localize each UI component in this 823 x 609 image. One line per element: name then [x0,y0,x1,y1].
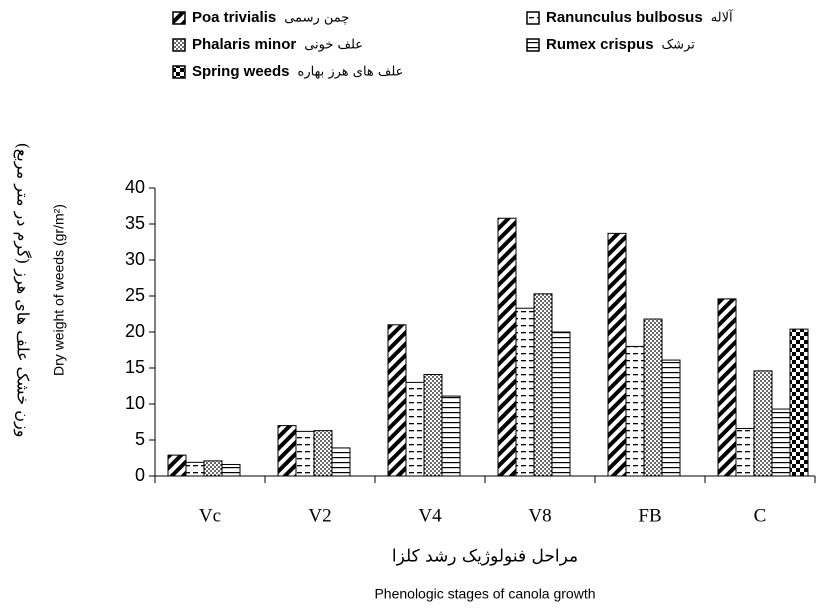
x-axis-label-fa: مراحل فنولوژیک رشد کلزا [392,547,578,567]
legend-label-fa: علف های هرز بهاره [298,65,404,80]
x-tick-label: FB [638,505,661,526]
bar [607,232,627,477]
bar [277,425,297,477]
bar [735,427,755,477]
bar [405,381,425,477]
legend-label-fa: علف خونی [304,38,363,53]
bar [441,395,461,477]
y-tick-label: 5 [135,429,145,449]
x-tick-label: C [754,505,767,526]
bar [295,430,315,477]
legend-swatch [526,11,540,25]
legend-label-fa: چمن رسمی [284,11,349,26]
legend-label: Poa trivialis [192,9,276,26]
bar [533,293,553,477]
legend-label-fa: ترشک [662,38,696,53]
bar [387,324,407,477]
legend-label: Ranunculus bulbosus [546,9,703,26]
bar [423,373,443,477]
legend-label: Rumex crispus [546,36,654,53]
legend-swatch [172,38,186,52]
y-tick-label: 30 [125,249,145,269]
bar [515,307,535,477]
y-axis-label: Dry weight of weeds (gr/m²) [51,204,67,376]
y-tick-label: 20 [125,321,145,341]
legend-label: Spring weeds [192,63,290,80]
bar [753,370,773,477]
bar [203,460,223,477]
y-tick-label: 15 [125,357,145,377]
y-axis-label-fa: وزن خشک علف های هرز (گرم در متر مربع) [14,143,33,438]
bar [625,345,645,477]
legend-swatch [526,38,540,52]
bar [167,454,187,477]
x-tick-label: Vc [199,505,221,526]
y-tick-label: 40 [125,177,145,197]
y-tick-label: 25 [125,285,145,305]
legend-label-fa: آلاله [711,9,734,26]
bar [551,331,571,477]
bar [789,328,809,477]
bar [643,318,663,477]
bar [313,430,333,477]
bar [331,447,351,477]
bar [185,461,205,477]
x-tick-label: V4 [418,505,442,526]
legend-swatch [172,65,186,79]
bar [497,217,517,477]
bar [771,408,791,477]
bar [717,298,737,477]
legend-swatch [172,11,186,25]
x-tick-label: V2 [308,505,331,526]
bar [221,463,241,477]
x-axis-label: Phenologic stages of canola growth [374,586,595,602]
y-tick-label: 10 [125,393,145,413]
y-tick-label: 35 [125,213,145,233]
legend-label: Phalaris minor [192,36,296,53]
x-tick-label: V8 [528,505,551,526]
y-tick-label: 0 [135,465,145,485]
bar [661,359,681,477]
